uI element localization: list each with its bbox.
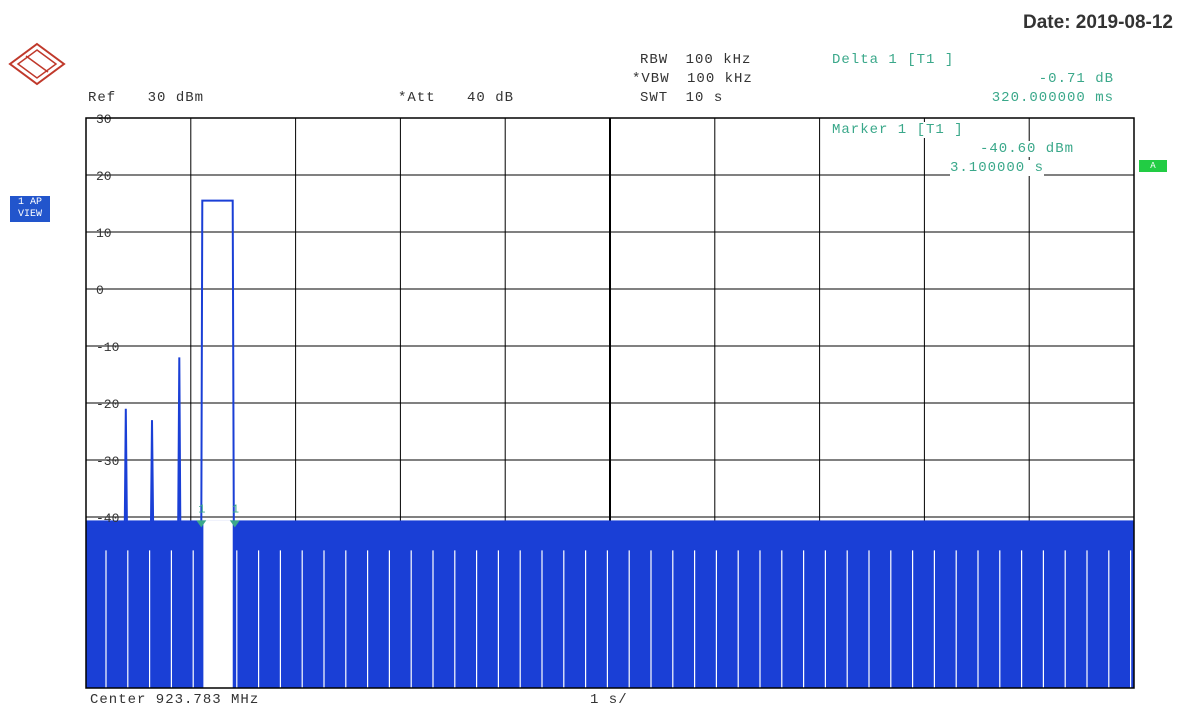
y-tick-label-6: -30 [96, 454, 119, 469]
att-value: 40 dB [467, 90, 515, 106]
center-frequency: Center 923.783 MHz [90, 692, 260, 708]
y-tick-label-5: -20 [96, 397, 119, 412]
trace-badge-line2: VIEW [17, 209, 42, 220]
trace [85, 199, 1134, 530]
vbw: *VBW 100 kHz [632, 71, 753, 87]
plot-frame [85, 117, 1135, 689]
marker1-value: -40.60 dBm [980, 141, 1075, 157]
noise-floor-fill [86, 520, 1134, 688]
marker-label-1: 1 [232, 502, 239, 516]
ref-value: 30 dBm [147, 90, 205, 106]
rbw: RBW 100 kHz [640, 52, 751, 68]
att-label: *Att [398, 90, 436, 106]
ref-level: Ref 30 dBm [88, 90, 204, 106]
a-badge: A [1139, 160, 1167, 172]
sweep-per-div: 1 s/ [590, 692, 628, 708]
vbw-label: *VBW [632, 71, 670, 87]
y-tick-label-1: 20 [96, 169, 112, 184]
delta-marker-time: 320.000000 ms [991, 90, 1114, 106]
y-tick-label-4: -10 [96, 340, 119, 355]
burst-notch [203, 520, 233, 688]
sweep-time: SWT 10 s [640, 90, 723, 106]
rbw-value: 100 kHz [685, 52, 752, 68]
delta-marker-label: Delta 1 [T1 ] [832, 52, 955, 68]
date-label: Date: 2019-08-12 [1023, 12, 1173, 33]
marker-symbol-0 [196, 520, 207, 528]
marker-label-0: 1 [198, 502, 205, 516]
rohde-schwarz-logo [8, 42, 66, 86]
vbw-value: 100 kHz [687, 71, 753, 87]
y-tick-labels: 30 20 10 0 -10 -20 -30 -40 [96, 112, 119, 526]
noise-floor [86, 520, 1134, 688]
marker1-time: 3.100000 s [950, 160, 1045, 176]
trace-badge-line1: 1 AP [17, 197, 42, 208]
rbw-label: RBW [640, 52, 669, 68]
y-tick-label-3: 0 [96, 283, 104, 298]
marker-symbol-1 [229, 520, 240, 528]
swt-label: SWT [640, 90, 669, 106]
marker1-label: Marker 1 [T1 ] [832, 122, 964, 138]
trace-badge: 1 AP VIEW [10, 196, 50, 222]
y-tick-label-2: 10 [96, 226, 112, 241]
attenuation: *Att 40 dB [398, 90, 514, 106]
series-line-0 [85, 199, 1134, 530]
y-tick-label-7: -40 [96, 511, 119, 526]
ref-label: Ref [88, 90, 117, 106]
swt-value: 10 s [685, 90, 724, 106]
delta-marker-value: -0.71 dB [1038, 71, 1114, 87]
y-tick-label-0: 30 [96, 112, 112, 127]
